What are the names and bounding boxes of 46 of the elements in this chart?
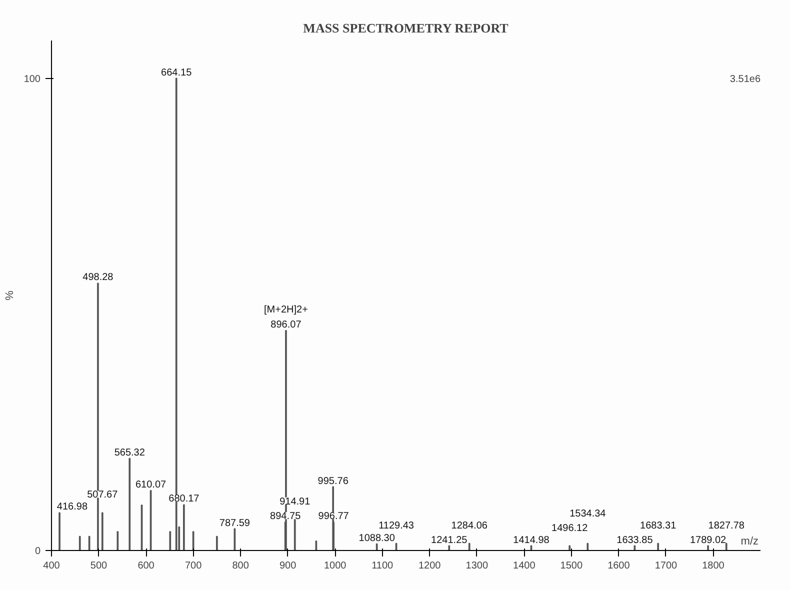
x-tick-label: 400 <box>43 560 60 572</box>
annotation: 664.15 <box>161 67 192 78</box>
x-tick-label: 1400 <box>513 560 536 572</box>
x-tick-label: 1500 <box>560 560 583 572</box>
chart-title: MASS SPECTROMETRY REPORT <box>303 20 509 36</box>
x-axis-title: m/z <box>740 536 759 548</box>
annotation: 1414.98 <box>513 534 550 546</box>
x-tick-label: 1700 <box>654 560 678 572</box>
y-tick-label: 100 <box>24 74 41 85</box>
annotation: 610.07 <box>136 480 167 491</box>
annotation: 894.75 <box>270 511 302 522</box>
annotation: 1241.25 <box>431 534 468 546</box>
x-tick-label: 700 <box>184 560 202 572</box>
y-tick-label: 0 <box>34 546 41 557</box>
annotation: 1683.31 <box>640 520 677 532</box>
annotation: 1534.34 <box>570 508 606 520</box>
annotation: 565.32 <box>114 447 146 458</box>
annotation: 896.07 <box>270 319 302 330</box>
annotation: 1129.43 <box>378 520 414 532</box>
x-tick-label: 500 <box>90 560 108 572</box>
annotation: 1284.06 <box>451 520 488 532</box>
annotation: 1633.85 <box>616 534 654 546</box>
x-tick-label: 1600 <box>608 560 630 572</box>
x-tick-label: 1100 <box>372 560 394 572</box>
annotation: [M+2H]2+ <box>264 304 308 316</box>
annotation: 498.28 <box>82 272 114 284</box>
annotation: 787.59 <box>219 518 250 529</box>
x-tick-label: 800 <box>232 560 250 572</box>
x-tick-label: 1300 <box>466 560 488 572</box>
y-axis-title: % <box>4 290 16 300</box>
annotation: 1827.78 <box>708 520 745 532</box>
x-tick-label: 1200 <box>418 560 442 572</box>
x-tick-label: 900 <box>279 560 297 572</box>
annotation: 680.17 <box>168 494 200 505</box>
annotation: 996.77 <box>318 511 350 522</box>
annotation: 1496.12 <box>552 522 588 534</box>
annotation: 995.76 <box>318 476 349 487</box>
x-tick-label: 1800 <box>702 560 725 572</box>
annotation: 1789.02 <box>690 534 727 546</box>
annotation: 914.91 <box>280 496 311 508</box>
x-tick-label: 600 <box>138 560 155 572</box>
annotation: 3.51e6 <box>730 74 761 85</box>
annotation: 416.98 <box>56 502 88 513</box>
annotation: 1088.30 <box>358 532 396 544</box>
annotation: 507.67 <box>87 490 118 501</box>
x-tick-label: 1000 <box>324 560 347 572</box>
